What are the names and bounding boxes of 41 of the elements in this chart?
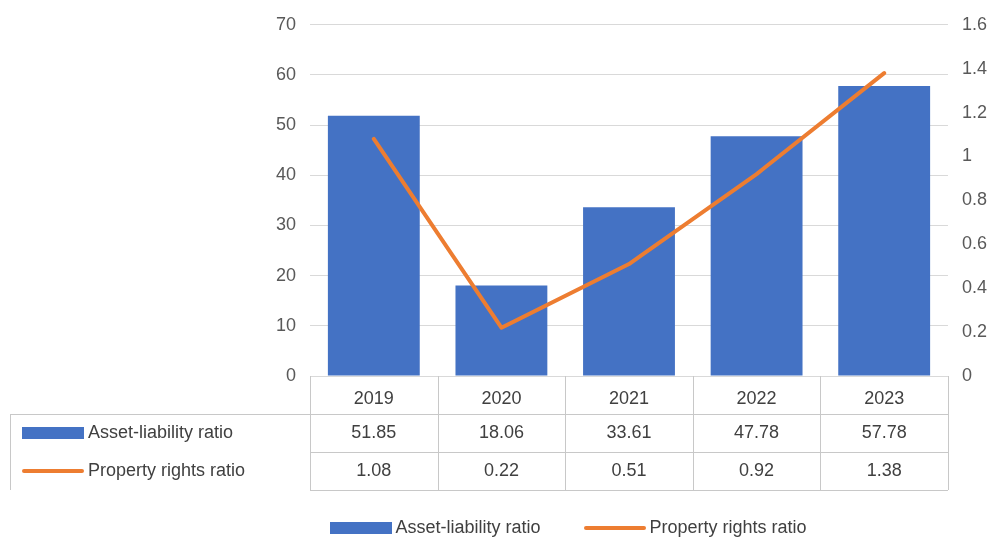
data-label: 0.92 bbox=[739, 459, 775, 480]
data-label: 57.78 bbox=[861, 421, 907, 442]
x-tick-label: 2021 bbox=[608, 387, 650, 408]
y-tick-label: 0 bbox=[286, 364, 297, 385]
data-label: 0.22 bbox=[483, 459, 519, 480]
legend-label: Asset-liability ratio bbox=[88, 421, 234, 442]
text: Asset-liability ratio bbox=[395, 517, 541, 537]
y2-tick-label: 1.4 bbox=[961, 57, 988, 78]
data-label: 1.38 bbox=[866, 459, 902, 480]
x-tick-label: 2019 bbox=[353, 387, 394, 408]
bar bbox=[838, 86, 931, 376]
x-tick-label: 2023 bbox=[864, 387, 905, 408]
y2-tick-label: 0.6 bbox=[961, 233, 988, 254]
y2-tick-label: 0.2 bbox=[961, 321, 988, 342]
y-tick-label: 60 bbox=[275, 63, 297, 84]
data-label: 51.85 bbox=[351, 421, 397, 442]
y2-tick-label: 1.6 bbox=[961, 13, 988, 34]
data-label: 1.08 bbox=[356, 459, 392, 480]
x-tick-label: 2022 bbox=[736, 387, 777, 408]
y-tick-label: 70 bbox=[275, 13, 297, 34]
bar bbox=[327, 115, 420, 376]
y2-tick-label: 0 bbox=[961, 364, 972, 385]
bar bbox=[455, 285, 548, 376]
y2-tick-label: 0.8 bbox=[961, 189, 988, 210]
y2-tick-label: 1.2 bbox=[961, 101, 988, 122]
data-label: 0.51 bbox=[611, 459, 647, 480]
y-tick-label: 50 bbox=[275, 114, 297, 135]
x-tick-label: 2020 bbox=[481, 387, 522, 408]
bar bbox=[583, 207, 675, 376]
legend-label: Property rights ratio bbox=[88, 459, 246, 480]
data-label: 18.06 bbox=[478, 421, 524, 442]
y-tick-label: 30 bbox=[275, 214, 297, 235]
y2-tick-label: 1 bbox=[961, 145, 972, 166]
y-tick-label: 20 bbox=[275, 264, 297, 285]
text: Property rights ratio bbox=[649, 517, 807, 537]
y2-tick-label: 0.4 bbox=[961, 277, 988, 298]
data-label: 47.78 bbox=[734, 421, 780, 442]
bar bbox=[710, 136, 803, 376]
y-tick-label: 40 bbox=[275, 164, 297, 185]
data-label: 33.61 bbox=[606, 421, 652, 442]
y-tick-label: 10 bbox=[275, 314, 297, 335]
